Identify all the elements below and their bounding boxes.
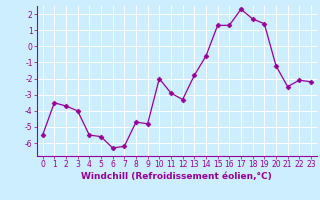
X-axis label: Windchill (Refroidissement éolien,°C): Windchill (Refroidissement éolien,°C) [81,172,272,181]
